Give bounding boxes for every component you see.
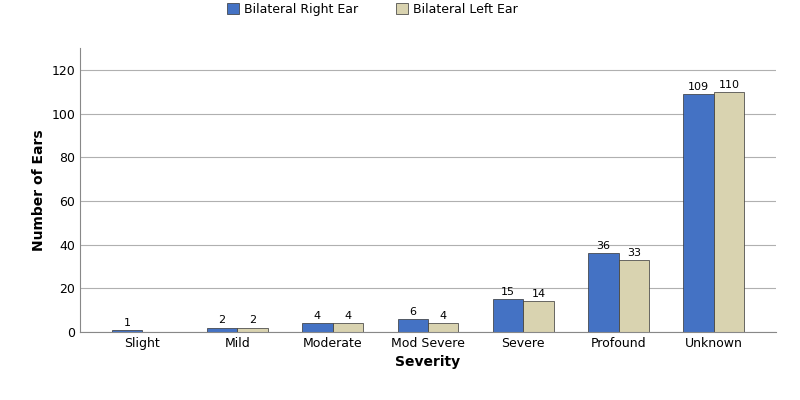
X-axis label: Severity: Severity	[395, 356, 461, 370]
Bar	[238, 328, 268, 332]
Bar	[493, 299, 523, 332]
Bar	[714, 92, 744, 332]
Text: 4: 4	[314, 311, 321, 321]
Bar	[302, 323, 333, 332]
Bar	[588, 253, 618, 332]
Text: 33: 33	[627, 248, 641, 258]
Bar	[398, 319, 428, 332]
Text: 4: 4	[344, 311, 351, 321]
Y-axis label: Number of Ears: Number of Ears	[32, 129, 46, 251]
Bar	[333, 323, 363, 332]
Text: 15: 15	[501, 287, 515, 297]
Text: 36: 36	[596, 241, 610, 251]
Text: 4: 4	[440, 311, 447, 321]
Text: 110: 110	[718, 80, 740, 90]
Bar	[683, 94, 714, 332]
Text: 2: 2	[218, 316, 226, 326]
Legend: Bilateral Right Ear, Bilateral Left Ear: Bilateral Right Ear, Bilateral Left Ear	[226, 3, 518, 16]
Bar	[207, 328, 238, 332]
Text: 6: 6	[410, 307, 416, 317]
Bar	[428, 323, 458, 332]
Bar	[523, 302, 554, 332]
Text: 2: 2	[249, 316, 256, 326]
Text: 14: 14	[531, 289, 546, 299]
Bar	[618, 260, 649, 332]
Text: 1: 1	[123, 318, 130, 328]
Bar	[112, 330, 142, 332]
Text: 109: 109	[688, 82, 709, 92]
